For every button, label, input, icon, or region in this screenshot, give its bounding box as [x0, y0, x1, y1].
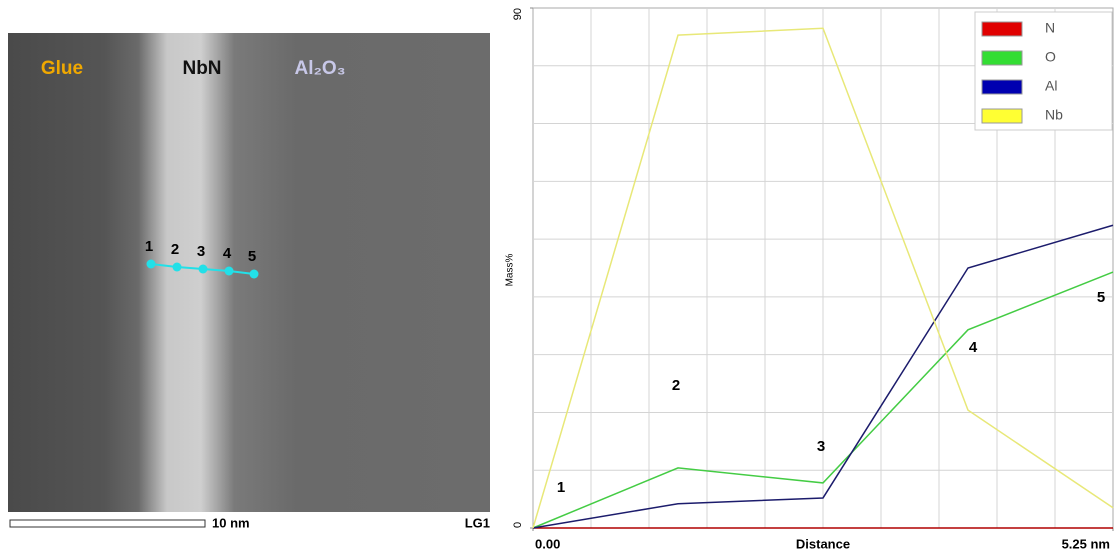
x-tick-label: 5.25 nm — [1062, 536, 1110, 551]
series-line — [532, 271, 1114, 529]
point-label: 1 — [145, 238, 153, 255]
scan-point — [146, 259, 156, 269]
legend-swatch — [981, 108, 1023, 124]
scale-bar — [9, 519, 206, 528]
y-axis-label: Mass% — [505, 254, 516, 287]
scan-point — [224, 266, 234, 276]
point-annotation: 2 — [672, 377, 680, 394]
legend-label: Al — [1045, 78, 1057, 94]
point-annotation: 1 — [557, 479, 565, 496]
point-label: 2 — [171, 241, 179, 258]
legend-swatch — [981, 79, 1023, 95]
series-line — [532, 27, 1114, 529]
image-id: LG1 — [465, 515, 490, 530]
x-axis-label: Distance — [796, 536, 850, 551]
scan-point — [198, 264, 208, 274]
point-annotation: 5 — [1097, 289, 1105, 306]
series-line — [532, 224, 1114, 529]
scale-label: 10 nm — [212, 515, 250, 530]
x-tick-label: 0.00 — [535, 536, 560, 551]
region-label: NbN — [182, 58, 221, 79]
point-label: 3 — [197, 243, 205, 260]
chart: 0 90 0.00 5.25 nm Distance Mass% 1 2 3 4 5 NO Al Nb — [505, 7, 1114, 551]
point-annotation: 3 — [817, 438, 825, 455]
region-label: Glue — [41, 58, 83, 79]
y-tick-label: 90 — [512, 8, 524, 20]
point-label: 4 — [223, 245, 232, 262]
legend-label: Nb — [1045, 107, 1063, 123]
region-label: Al₂O₃ — [294, 58, 345, 79]
y-tick-label: 0 — [512, 522, 524, 528]
point-label: 5 — [248, 248, 256, 265]
scan-point — [172, 262, 182, 272]
legend-swatch — [981, 50, 1023, 66]
legend-label: N — [1045, 20, 1055, 36]
legend-label: O — [1045, 49, 1056, 65]
scan-point — [249, 269, 259, 279]
legend-swatch — [981, 21, 1023, 37]
point-annotation: 4 — [969, 339, 978, 356]
